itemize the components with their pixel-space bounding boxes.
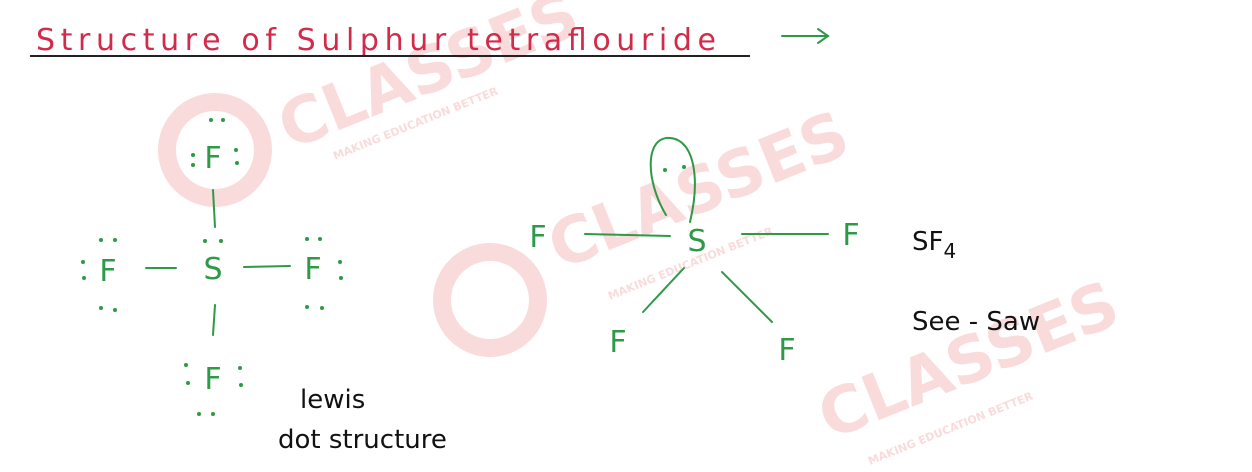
lone-pairs [81, 118, 343, 416]
formula-base: SF [912, 227, 943, 257]
title: Structure of Sulphur tetraflouride [36, 23, 716, 58]
caption: dot structure [278, 425, 447, 455]
atom: F [842, 218, 859, 253]
atom: F [304, 252, 321, 287]
lewis-structure: S F F F F lewis dot structure [81, 118, 447, 455]
caption: lewis [300, 385, 365, 415]
seesaw-structure: S F F F F [529, 136, 860, 368]
formula: SF4 [912, 227, 956, 263]
watermark-logo [433, 243, 547, 357]
arrow [781, 28, 830, 44]
atom: S [687, 224, 706, 259]
atom: F [204, 362, 221, 397]
atom: F [529, 220, 546, 255]
watermark-logo [158, 93, 272, 207]
atom: S [203, 252, 222, 287]
atom: F [609, 325, 626, 360]
atom: F [99, 254, 116, 289]
atom: F [204, 141, 221, 176]
formula-subscript: 4 [943, 239, 956, 263]
atom: F [778, 333, 795, 368]
shape-name: See - Saw [912, 307, 1040, 337]
watermark-name: CLASSES [268, 0, 589, 165]
